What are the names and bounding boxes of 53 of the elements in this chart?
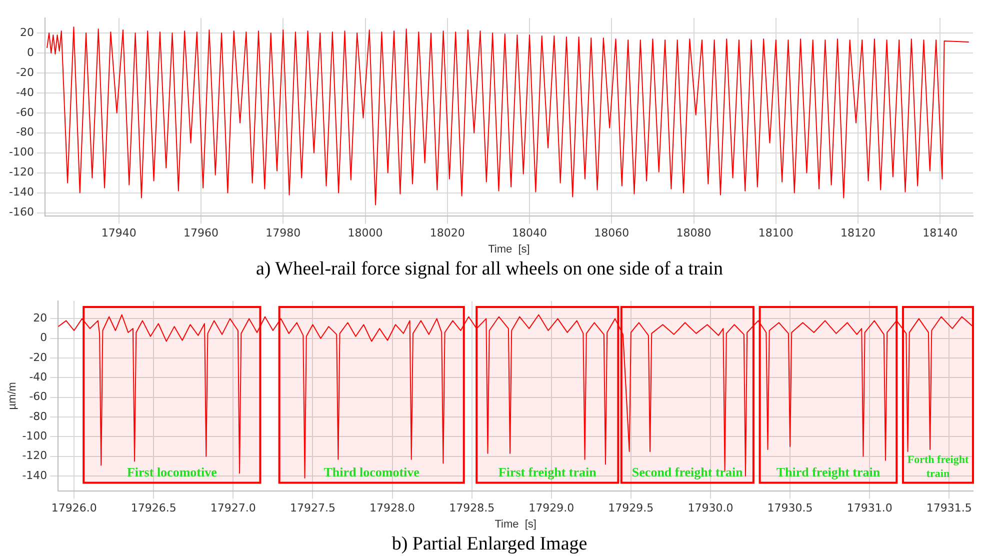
- x-axis-title: Time [s]: [494, 518, 536, 531]
- x-tick-label: 18020: [430, 226, 465, 240]
- x-tick-label: 17927.0: [210, 501, 256, 514]
- x-tick-label: 18040: [512, 226, 548, 240]
- x-tick-label: 18000: [348, 226, 383, 240]
- x-tick-label: 18080: [676, 226, 712, 240]
- y-tick-label: 20: [33, 312, 48, 325]
- x-tick-label: 17930.5: [767, 501, 813, 514]
- y-tick-label: -60: [16, 106, 34, 119]
- x-tick-label: 17929.5: [608, 501, 654, 514]
- y-tick-label: -140: [8, 186, 34, 199]
- y-tick-label: -120: [8, 166, 34, 179]
- band-label: First freight train: [498, 464, 598, 480]
- y-tick-label: -80: [29, 410, 48, 423]
- x-tick-label: 18060: [594, 226, 630, 240]
- x-tick-label: 17928.5: [449, 501, 495, 514]
- x-tick-label: 17930.0: [688, 501, 734, 514]
- band-label: Third freight train: [776, 464, 881, 480]
- y-axis-title: µm/m: [6, 382, 19, 410]
- text: b) Partial Enlarged Image: [392, 534, 588, 555]
- x-tick-label: 18100: [758, 226, 794, 240]
- y-tick-label: -40: [16, 86, 34, 99]
- x-tick-label: 17960: [184, 226, 219, 240]
- text: a) Wheel-rail force signal for all wheels on one side of a train: [256, 258, 724, 280]
- band-label: Forth freight train: [907, 454, 969, 480]
- y-tick-label: -80: [16, 126, 34, 139]
- x-tick-label: 17929.0: [528, 501, 574, 514]
- x-tick-label: 17931.5: [926, 501, 972, 514]
- y-tick-label: -100: [22, 430, 48, 443]
- y-tick-label: 0: [26, 46, 34, 59]
- y-tick-label: -100: [8, 146, 34, 159]
- band-label: First locomotive: [126, 464, 218, 480]
- y-tick-label: -60: [29, 390, 48, 404]
- band-label: Second freight train: [632, 464, 744, 480]
- y-tick-label: -20: [16, 66, 34, 79]
- x-tick-label: 17928.0: [370, 501, 416, 514]
- band-label: Third locomotive: [324, 464, 420, 480]
- y-tick-label: -20: [29, 350, 48, 364]
- x-tick-label: 18140: [922, 226, 958, 240]
- y-tick-label: 0: [40, 331, 48, 344]
- x-tick-label: 17980: [266, 226, 301, 240]
- x-tick-label: 17940: [101, 226, 136, 240]
- x-tick-label: 17926.0: [51, 501, 97, 514]
- y-tick-label: -140: [22, 468, 48, 482]
- x-tick-label: 17926.5: [130, 501, 176, 514]
- y-tick-label: -120: [22, 449, 48, 462]
- y-tick-label: 20: [20, 26, 34, 39]
- x-tick-label: 17927.5: [290, 501, 336, 514]
- x-tick-label: 17931.0: [846, 501, 892, 514]
- x-axis-title: Time [s]: [488, 244, 530, 256]
- x-tick-label: 18120: [840, 226, 876, 240]
- y-tick-label: -160: [8, 206, 34, 219]
- y-tick-label: -40: [29, 370, 48, 384]
